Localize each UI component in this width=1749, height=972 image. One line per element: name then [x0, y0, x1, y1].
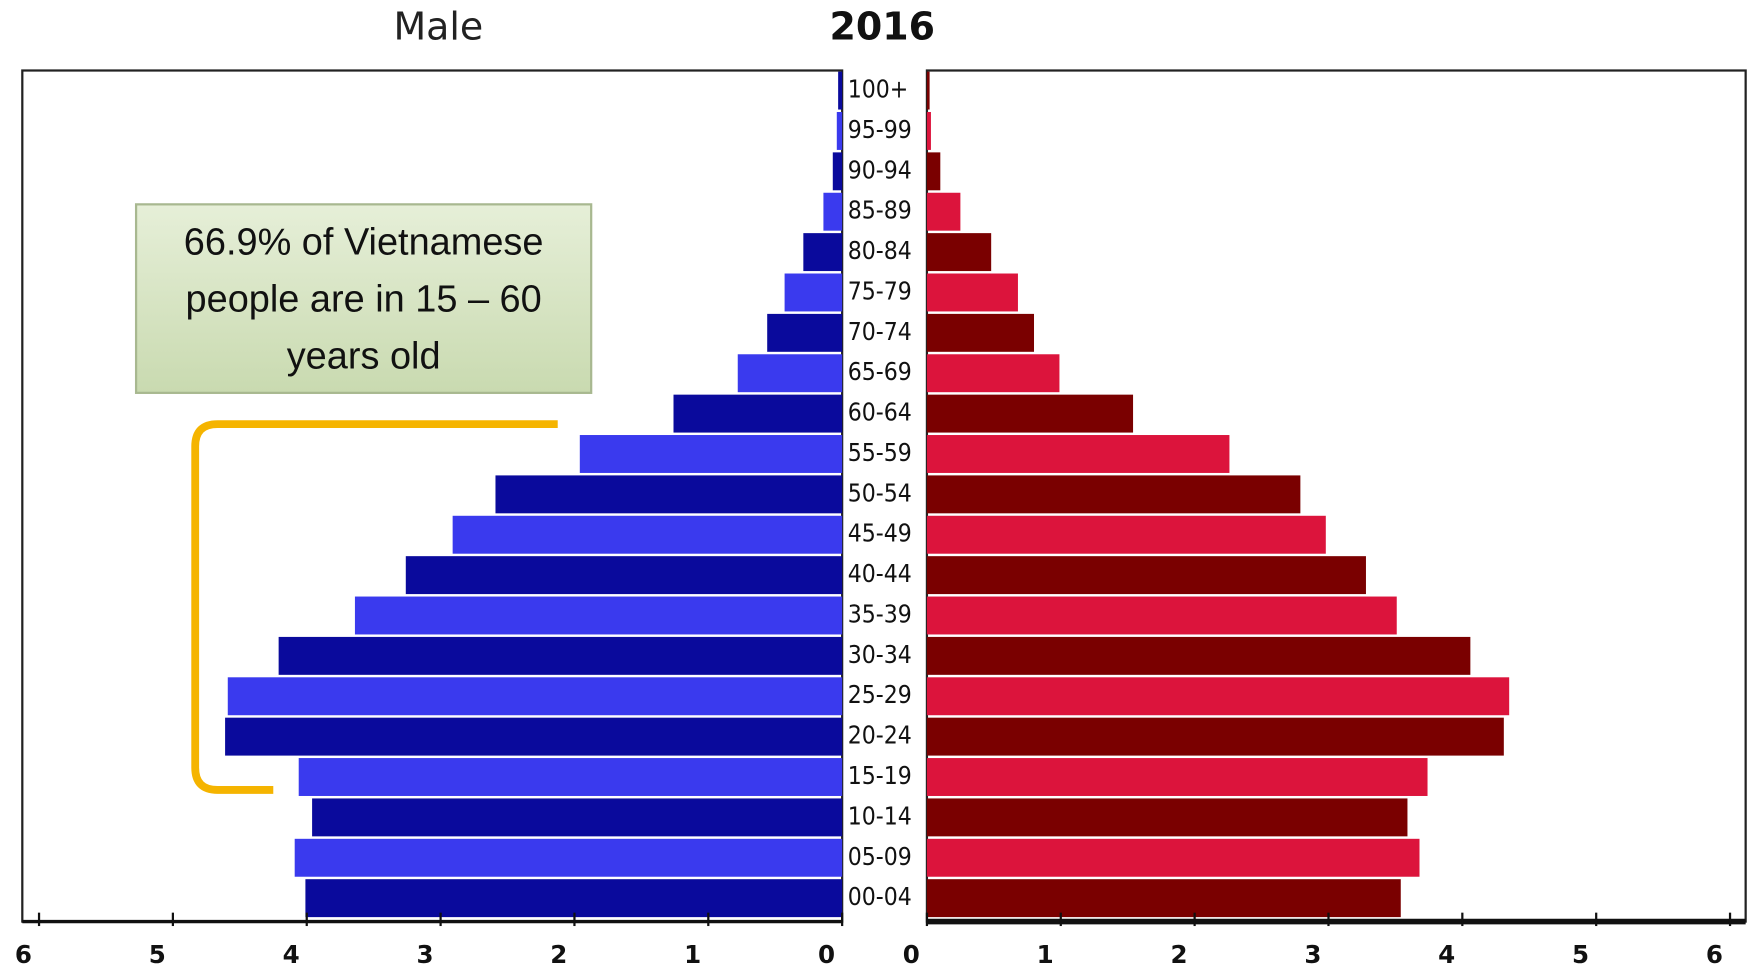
bar [784, 273, 843, 312]
bar [312, 798, 843, 837]
bar [673, 394, 843, 433]
bar [926, 354, 1060, 393]
x-tick-label: 4 [1438, 940, 1455, 969]
bar [926, 515, 1326, 554]
bar [405, 556, 843, 595]
bar [495, 475, 843, 514]
x-tick-label: 3 [1304, 940, 1321, 969]
bar [294, 838, 843, 877]
x-tick-label: 0 [818, 940, 835, 969]
bar [767, 313, 843, 352]
bar [926, 273, 1018, 312]
bar [926, 394, 1134, 433]
bar [926, 596, 1397, 635]
category-label: 25-29 [848, 680, 912, 709]
bar [836, 111, 843, 150]
x-tick-label: 2 [550, 940, 567, 969]
category-label: 90-94 [848, 155, 912, 184]
x-tick-label: 1 [684, 940, 701, 969]
bar [579, 435, 843, 473]
x-tick-label: 0 [903, 940, 920, 969]
bar [737, 354, 843, 393]
bar [926, 111, 931, 150]
annotation: years old [287, 335, 441, 377]
bar [926, 556, 1366, 595]
annotation: people are in 15 – 60 [186, 278, 542, 320]
x-tick-label: 6 [1706, 940, 1723, 969]
annotation-box [134, 203, 593, 394]
bar [452, 515, 843, 554]
bar [926, 838, 1420, 877]
bar [298, 758, 843, 796]
bracket [191, 420, 558, 794]
x-tick-label: 3 [416, 940, 433, 969]
side-label: Male [393, 5, 483, 49]
bar [926, 758, 1428, 796]
bar [278, 636, 843, 675]
category-label: 75-79 [848, 276, 912, 305]
bar [926, 475, 1301, 514]
category-label: 85-89 [848, 196, 912, 225]
bar [832, 152, 843, 191]
bar [926, 717, 1504, 756]
category-label: 05-09 [848, 842, 912, 871]
category-label: 50-54 [848, 478, 912, 507]
category-label: 100+ [848, 75, 909, 104]
x-tick-label: 6 [15, 940, 32, 969]
category-label: 55-59 [848, 438, 912, 467]
bar [926, 71, 930, 110]
category-label: 40-44 [848, 559, 912, 588]
bar [227, 677, 843, 716]
bar [354, 596, 843, 635]
category-label: 00-04 [848, 882, 912, 911]
x-tick-label: 2 [1170, 940, 1187, 969]
bar [926, 879, 1401, 918]
bar [823, 192, 843, 231]
x-tick-label: 4 [283, 940, 300, 969]
bar [926, 798, 1408, 837]
category-label: 95-99 [848, 115, 912, 144]
bar [838, 71, 843, 110]
bar [926, 636, 1471, 675]
category-label: 70-74 [848, 317, 912, 346]
annotation: 66.9% of Vietnamese [184, 222, 544, 264]
x-tick-label: 5 [149, 940, 166, 969]
bar [926, 313, 1035, 352]
bar [926, 677, 1510, 716]
bar [225, 717, 843, 756]
bar [305, 879, 843, 918]
x-tick-label: 5 [1572, 940, 1589, 969]
category-label: 35-39 [848, 600, 912, 629]
bar [926, 152, 941, 191]
category-label: 30-34 [848, 640, 912, 669]
category-label: 65-69 [848, 357, 912, 386]
category-label: 20-24 [848, 721, 912, 750]
category-label: 15-19 [848, 761, 912, 790]
category-label: 80-84 [848, 236, 912, 265]
bar [926, 435, 1230, 473]
bar [926, 192, 961, 231]
category-label: 45-49 [848, 519, 912, 548]
bar [926, 233, 992, 272]
category-label: 60-64 [848, 398, 912, 427]
chart-title: 2016 [830, 5, 936, 49]
x-tick-label: 1 [1037, 940, 1054, 969]
category-label: 10-14 [848, 801, 912, 830]
bar [803, 233, 843, 272]
